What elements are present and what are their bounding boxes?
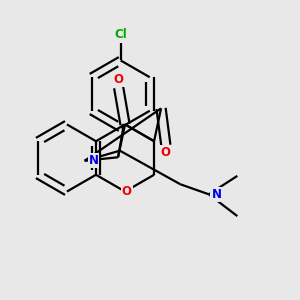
Text: N: N (212, 188, 221, 201)
Text: Cl: Cl (114, 28, 127, 41)
Text: N: N (88, 154, 98, 166)
Text: O: O (122, 185, 132, 198)
Text: O: O (114, 73, 124, 86)
Text: O: O (161, 146, 171, 159)
